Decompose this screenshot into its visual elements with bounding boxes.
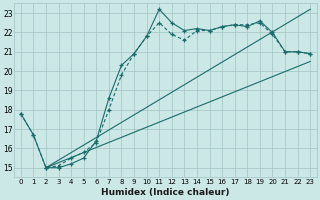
- X-axis label: Humidex (Indice chaleur): Humidex (Indice chaleur): [101, 188, 230, 197]
